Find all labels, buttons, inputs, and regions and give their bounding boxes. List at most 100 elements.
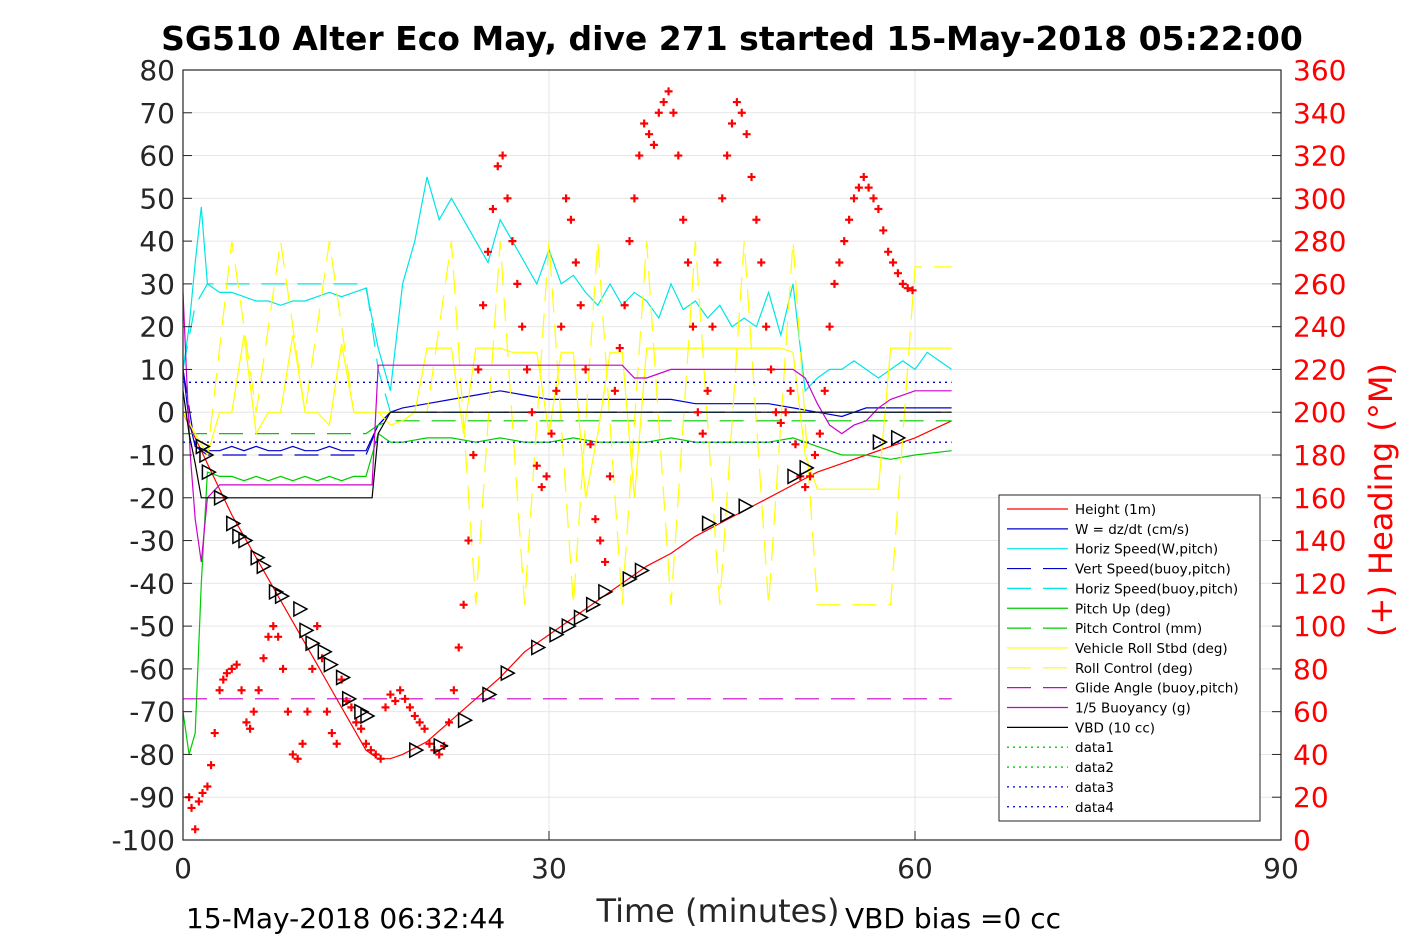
heading-point xyxy=(737,108,746,117)
heading-point xyxy=(508,237,517,246)
heading-point xyxy=(708,322,717,331)
heading-point xyxy=(908,286,917,295)
y-tick-label: -50 xyxy=(129,610,175,643)
legend-label-9: Glide Angle (buoy,pitch) xyxy=(1075,681,1239,697)
y2-tick-label: 0 xyxy=(1293,824,1311,857)
heading-point xyxy=(723,151,732,160)
heading-point xyxy=(742,130,751,139)
heading-point xyxy=(371,750,380,759)
legend: Height (1m) W = dz/dt (cm/s) Horiz Speed(W… xyxy=(998,494,1261,822)
heading-point xyxy=(308,664,317,673)
heading-point xyxy=(845,215,854,224)
heading-point xyxy=(498,151,507,160)
heading-point xyxy=(732,98,741,107)
heading-point xyxy=(693,408,702,417)
triangle-marker xyxy=(549,626,565,643)
heading-point xyxy=(449,686,458,695)
heading-point xyxy=(791,440,800,449)
legend-label-7: Vehicle Roll Stbd (deg) xyxy=(1075,641,1228,657)
heading-point xyxy=(425,739,434,748)
triangle-marker xyxy=(360,707,376,725)
y2-tick-label: 200 xyxy=(1293,396,1346,429)
heading-point xyxy=(698,429,707,438)
heading-point xyxy=(630,194,639,203)
legend-label-0: Height (1m) xyxy=(1075,502,1156,518)
y-tick-label: 80 xyxy=(139,54,175,87)
heading-point xyxy=(288,750,297,759)
y2-tick-label: 340 xyxy=(1293,97,1346,130)
x-tick-label: 0 xyxy=(174,852,192,885)
heading-point xyxy=(469,451,478,459)
x-tick-label: 30 xyxy=(531,852,567,885)
heading-point xyxy=(591,515,600,524)
x-tick-label: 60 xyxy=(897,852,933,885)
heading-point xyxy=(688,322,697,331)
heading-point xyxy=(762,322,771,331)
heading-point xyxy=(298,739,307,748)
y2-tick-label: 360 xyxy=(1293,54,1346,87)
heading-point xyxy=(444,718,453,727)
series-line-6 xyxy=(183,420,952,435)
legend-label-15: data4 xyxy=(1075,800,1114,816)
y2-tick-label: 180 xyxy=(1293,439,1346,472)
y-tick-label: -100 xyxy=(111,824,175,857)
heading-point xyxy=(293,754,302,763)
legend-label-14: data3 xyxy=(1075,780,1114,796)
triangle-marker xyxy=(634,562,651,579)
legend-label-8: Roll Control (deg) xyxy=(1075,661,1193,677)
triangle-marker xyxy=(701,515,718,532)
y-tick-label: 20 xyxy=(139,311,175,344)
y-tick-label: 30 xyxy=(139,268,175,301)
heading-point xyxy=(332,739,341,748)
triangle-marker xyxy=(457,711,474,729)
heading-point xyxy=(664,87,673,96)
triangle-marker xyxy=(890,429,907,447)
heading-point xyxy=(684,258,693,267)
heading-point xyxy=(635,151,644,160)
triangle-marker xyxy=(720,506,736,524)
legend-label-1: W = dz/dt (cm/s) xyxy=(1075,522,1189,538)
heading-point xyxy=(454,643,463,652)
triangle-marker xyxy=(274,587,291,605)
heading-point xyxy=(313,622,322,631)
series-line-1 xyxy=(182,369,952,452)
chart-title: SG510 Alter Eco May, dive 271 started 15… xyxy=(161,19,1303,58)
triangle-marker xyxy=(256,557,272,575)
triangle-marker xyxy=(199,446,215,464)
heading-point xyxy=(728,119,736,128)
heading-point xyxy=(859,172,868,181)
heading-point xyxy=(283,707,292,716)
heading-point xyxy=(259,654,268,663)
y-tick-label: 50 xyxy=(139,182,175,215)
triangle-marker xyxy=(317,643,333,661)
heading-point xyxy=(835,258,844,267)
heading-point xyxy=(786,386,795,395)
triangle-marker xyxy=(213,489,230,507)
heading-point xyxy=(776,418,785,427)
y-tick-label: 10 xyxy=(139,353,175,386)
heading-point xyxy=(479,301,488,310)
heading-point xyxy=(396,686,405,695)
triangle-marker xyxy=(561,617,577,635)
heading-point xyxy=(527,408,536,417)
heading-point xyxy=(410,711,419,720)
heading-point xyxy=(654,108,663,117)
triangle-marker xyxy=(335,669,352,686)
y-tick-label: -30 xyxy=(129,525,175,558)
heading-point xyxy=(815,429,824,438)
y-tick-label: -80 xyxy=(129,738,175,771)
heading-point xyxy=(752,215,761,224)
heading-point xyxy=(703,386,712,395)
y-tick-label: -60 xyxy=(129,653,175,686)
heading-point xyxy=(198,788,207,797)
y-tick-label: -90 xyxy=(129,781,175,814)
heading-point xyxy=(391,696,400,705)
triangle-marker xyxy=(531,639,547,656)
heading-point xyxy=(237,686,246,695)
heading-point xyxy=(435,750,444,759)
y2-tick-label: 260 xyxy=(1293,268,1346,301)
triangle-marker xyxy=(500,664,516,682)
right-axis-ticks: 3603403203002802602402202001801601401201… xyxy=(1272,54,1346,857)
series-line-5 xyxy=(182,432,952,755)
heading-point xyxy=(893,269,902,278)
